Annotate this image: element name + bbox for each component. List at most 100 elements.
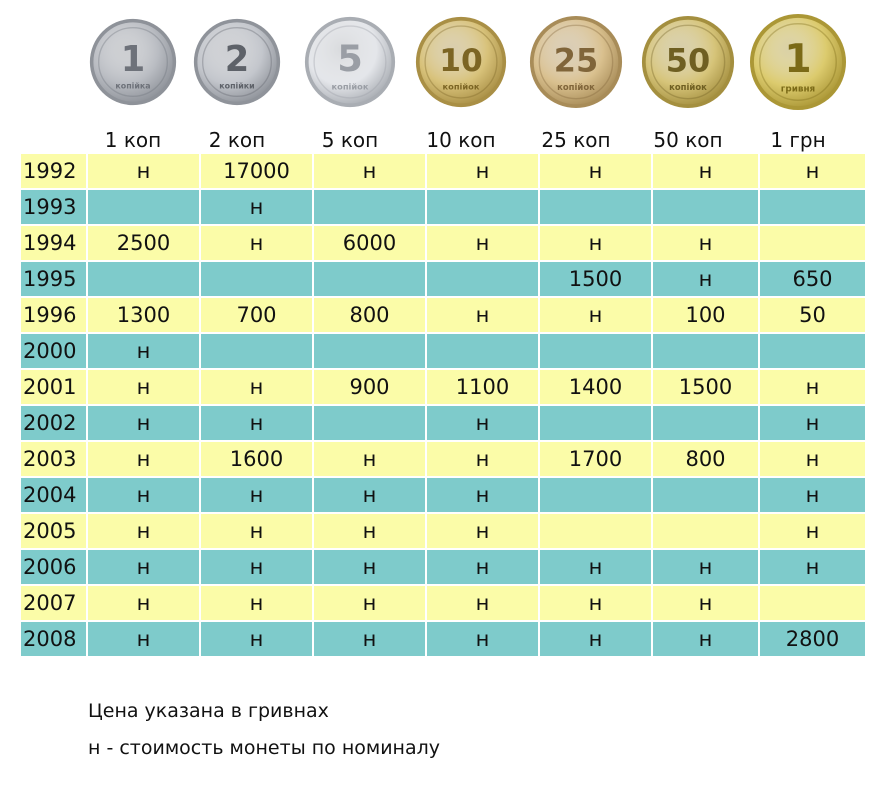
coin-image: 25 копійок <box>529 15 623 109</box>
price-cell: н <box>201 226 312 260</box>
price-cell <box>653 406 758 440</box>
price-cell <box>201 334 312 368</box>
price-cell: н <box>760 406 865 440</box>
price-cell: н <box>653 154 758 188</box>
price-cell: н <box>88 154 199 188</box>
table-row: 2007 н н н н н н <box>21 586 865 620</box>
coin-label: 50 коп <box>653 128 723 152</box>
coin-column: 2 копійки 2 коп <box>182 0 292 152</box>
coin-image: 5 копійок <box>304 16 396 108</box>
price-cell <box>653 190 758 224</box>
price-cell: 100 <box>653 298 758 332</box>
price-cell: 1500 <box>653 370 758 404</box>
price-cell <box>653 478 758 512</box>
price-cell: н <box>88 550 199 584</box>
coin-column: 50 копійок 50 коп <box>633 0 743 152</box>
price-cell: 6000 <box>314 226 425 260</box>
price-cell <box>653 334 758 368</box>
price-cell: н <box>314 550 425 584</box>
price-cell: н <box>760 478 865 512</box>
price-cell: н <box>314 442 425 476</box>
price-cell <box>427 190 538 224</box>
svg-text:2: 2 <box>225 39 249 80</box>
price-cell: 900 <box>314 370 425 404</box>
price-cell: н <box>314 514 425 548</box>
price-cell: н <box>760 154 865 188</box>
coin-column: 25 копійок 25 коп <box>521 0 631 152</box>
coin-column: 5 копійок 5 коп <box>295 0 405 152</box>
coin-column: 1 копійка 1 коп <box>78 0 188 152</box>
price-cell: н <box>427 226 538 260</box>
year-cell: 2002 <box>21 406 86 440</box>
year-cell: 2000 <box>21 334 86 368</box>
price-cell <box>88 262 199 296</box>
price-cell: н <box>88 586 199 620</box>
price-cell <box>760 586 865 620</box>
price-cell: н <box>427 478 538 512</box>
price-table: 1992 н 17000 н н н н н 1993 н 1994 2500 н 6000 н н н 1995… <box>19 152 867 658</box>
price-cell: н <box>540 550 651 584</box>
svg-text:25: 25 <box>554 41 598 79</box>
price-cell: н <box>88 514 199 548</box>
price-cell <box>540 406 651 440</box>
table-row: 1995 1500 н 650 <box>21 262 865 296</box>
coin-column: 1 гривня 1 грн <box>743 0 853 152</box>
price-cell: 1700 <box>540 442 651 476</box>
year-cell: 2007 <box>21 586 86 620</box>
table-row: 1996 1300 700 800 н н 100 50 <box>21 298 865 332</box>
year-cell: 2003 <box>21 442 86 476</box>
price-cell <box>760 334 865 368</box>
price-cell: 800 <box>653 442 758 476</box>
svg-text:5: 5 <box>337 37 363 80</box>
price-cell: н <box>201 514 312 548</box>
price-cell: н <box>201 190 312 224</box>
price-cell: 50 <box>760 298 865 332</box>
svg-text:50: 50 <box>666 41 710 79</box>
svg-text:копійок: копійок <box>669 82 707 92</box>
year-cell: 2004 <box>21 478 86 512</box>
price-cell: н <box>653 550 758 584</box>
price-cell: н <box>314 586 425 620</box>
table-row: 2002 н н н н <box>21 406 865 440</box>
table-row: 2006 н н н н н н н <box>21 550 865 584</box>
svg-text:копійок: копійок <box>557 82 595 92</box>
price-cell: н <box>314 154 425 188</box>
coin-label: 10 коп <box>426 128 496 152</box>
svg-text:копійок: копійок <box>443 82 480 92</box>
price-cell: 1100 <box>427 370 538 404</box>
svg-text:копійка: копійка <box>115 80 150 90</box>
price-cell: н <box>201 550 312 584</box>
price-cell: 700 <box>201 298 312 332</box>
table-row: 1994 2500 н 6000 н н н <box>21 226 865 260</box>
price-cell: н <box>201 370 312 404</box>
table-row: 1992 н 17000 н н н н н <box>21 154 865 188</box>
price-cell: н <box>201 586 312 620</box>
price-cell: н <box>427 622 538 656</box>
svg-text:гривня: гривня <box>781 84 815 94</box>
year-cell: 2001 <box>21 370 86 404</box>
table-row: 2003 н 1600 н н 1700 800 н <box>21 442 865 476</box>
price-cell: н <box>201 478 312 512</box>
price-cell: 2800 <box>760 622 865 656</box>
price-cell <box>314 406 425 440</box>
svg-text:1: 1 <box>784 37 811 82</box>
price-cell: 1400 <box>540 370 651 404</box>
price-cell <box>427 262 538 296</box>
svg-text:копійок: копійок <box>332 82 369 92</box>
price-cell: н <box>760 370 865 404</box>
price-cell: н <box>540 622 651 656</box>
year-cell: 1996 <box>21 298 86 332</box>
coin-header: 1 копійка 1 коп 2 копійки 2 коп 5 копійок 5 коп 1… <box>0 0 870 152</box>
table-row: 2001 н н 900 1100 1400 1500 н <box>21 370 865 404</box>
year-cell: 1993 <box>21 190 86 224</box>
coin-label: 25 коп <box>541 128 611 152</box>
price-cell: 800 <box>314 298 425 332</box>
coin-image: 1 гривня <box>749 13 847 111</box>
price-cell: 1300 <box>88 298 199 332</box>
price-cell: н <box>653 586 758 620</box>
price-cell: 1600 <box>201 442 312 476</box>
price-cell: н <box>427 442 538 476</box>
year-cell: 2006 <box>21 550 86 584</box>
year-cell: 1992 <box>21 154 86 188</box>
table-row: 2008 н н н н н н 2800 <box>21 622 865 656</box>
